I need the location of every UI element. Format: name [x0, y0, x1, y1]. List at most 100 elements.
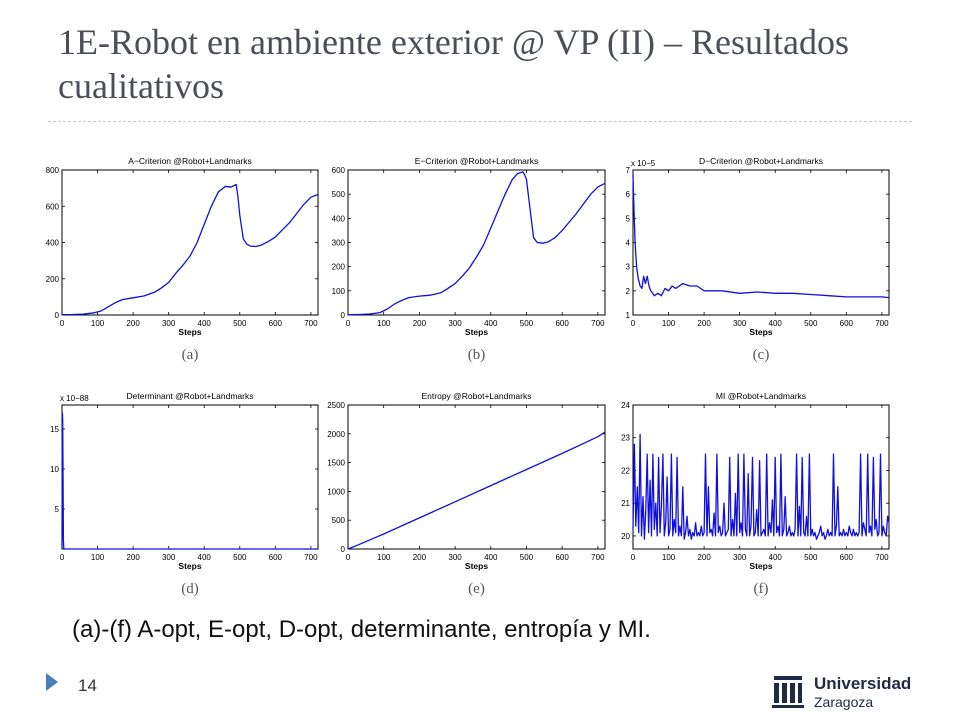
- y-tick-label: 600: [46, 202, 60, 211]
- plot-frame: [632, 169, 890, 316]
- y-tick-label: 200: [332, 263, 346, 272]
- university-emblem-icon: [772, 676, 804, 708]
- x-tick-label: 300: [448, 319, 462, 328]
- chart-panel-5: 0 100 200 300 400 500 600 700 0 500 1000 1500 2000 25…: [327, 391, 606, 597]
- x-tick-label: 600: [269, 319, 283, 328]
- x-tick-label: 100: [91, 319, 105, 328]
- x-tick-label: 100: [662, 553, 676, 562]
- university-logo: Universidad Zaragoza: [770, 672, 920, 716]
- y-tick-label: 100: [332, 287, 346, 296]
- series-line: [61, 412, 318, 550]
- y-tick-label: 600: [332, 166, 346, 175]
- y-tick-label: 5: [626, 214, 631, 223]
- x-tick-label: 400: [198, 319, 212, 328]
- x-tick-label: 0: [60, 553, 65, 562]
- chart-title: Entropy @Robot+Landmarks: [422, 391, 532, 401]
- page-marker-arrow: [46, 673, 58, 691]
- x-tick-label: 0: [631, 553, 636, 562]
- y-tick-label: 20: [621, 532, 630, 541]
- x-tick-label: 100: [91, 553, 105, 562]
- x-tick-label: 200: [126, 319, 140, 328]
- panel-label: (a): [182, 347, 199, 363]
- y-tick-label: 22: [621, 466, 630, 475]
- slide-title: 1E-Robot en ambiente exterior @ VP (II) …: [58, 22, 849, 106]
- chart-title: Determinant @Robot+Landmarks: [127, 391, 254, 401]
- y-tick-label: 300: [332, 239, 346, 248]
- y-tick-label: 1: [626, 311, 631, 320]
- y-tick-label: 1000: [327, 487, 345, 496]
- y-tick-label: 7: [626, 166, 631, 175]
- y-tick-label: 2: [626, 287, 631, 296]
- x-tick-label: 500: [804, 553, 818, 562]
- chart-panel-3: 0 100 200 300 400 500 600 700 1 2 3 4 5 6 7 D−Criterion…: [626, 156, 890, 363]
- y-tick-label: 15: [50, 425, 59, 434]
- y-tick-label: 21: [621, 499, 630, 508]
- x-tick-label: 200: [413, 553, 427, 562]
- x-tick-label: 500: [233, 319, 247, 328]
- x-tick-label: 0: [346, 319, 351, 328]
- x-tick-label: 300: [162, 553, 176, 562]
- x-tick-label: 100: [377, 319, 391, 328]
- y-tick-label: 0: [341, 311, 346, 320]
- chart-panel-6: 0 100 200 300 400 500 600 700 20 21 22 23 24 MI @Robo…: [621, 391, 890, 597]
- y-tick-label: 400: [332, 214, 346, 223]
- x-tick-label: 700: [875, 319, 889, 328]
- series-line: [347, 431, 606, 550]
- chart-title: D−Criterion @Robot+Landmarks: [699, 156, 823, 166]
- x-tick-label: 300: [733, 553, 747, 562]
- panel-label: (f): [754, 581, 769, 597]
- chart-title: E−Criterion @Robot+Landmarks: [415, 156, 538, 166]
- page-number: 14: [78, 676, 97, 695]
- plot-frame: [61, 169, 319, 316]
- series-line: [347, 171, 606, 316]
- figure-caption: (a)-(f) A-opt, E-opt, D-opt, determinant…: [72, 616, 651, 643]
- x-tick-label: 100: [662, 319, 676, 328]
- logo-university-city: Zaragoza: [814, 694, 874, 710]
- y-tick-label: 500: [332, 516, 346, 525]
- x-axis-label: Steps: [749, 327, 772, 337]
- x-tick-label: 400: [198, 553, 212, 562]
- y-tick-label: 10: [50, 465, 59, 474]
- x-tick-label: 700: [591, 319, 605, 328]
- x-tick-label: 300: [162, 319, 176, 328]
- y-tick-label: 200: [46, 275, 60, 284]
- y-tick-label: 1500: [327, 459, 345, 468]
- y-tick-label: 2500: [327, 401, 345, 410]
- y-tick-label: 2000: [327, 430, 345, 439]
- x-tick-label: 0: [346, 553, 351, 562]
- series-line: [632, 433, 890, 540]
- panel-label: (c): [753, 347, 770, 363]
- chart-panel-2: 0 100 200 300 400 500 600 700 0 100 200 300 400 500 60…: [332, 156, 606, 363]
- y-tick-label: 0: [341, 545, 346, 554]
- x-tick-label: 200: [126, 553, 140, 562]
- plot-frame: [347, 169, 606, 316]
- y-tick-label: 3: [626, 263, 631, 272]
- x-axis-label: Steps: [465, 561, 488, 571]
- x-axis-label: Steps: [749, 561, 772, 571]
- x-tick-label: 500: [520, 319, 534, 328]
- x-tick-label: 700: [591, 553, 605, 562]
- x-axis-label: Steps: [465, 327, 488, 337]
- x-tick-label: 700: [875, 553, 889, 562]
- y-tick-label: 6: [626, 190, 631, 199]
- axis-exponent: x 10−5: [631, 159, 656, 168]
- x-tick-label: 500: [233, 553, 247, 562]
- x-tick-label: 300: [448, 553, 462, 562]
- panel-label: (b): [468, 347, 486, 363]
- axis-exponent: x 10−88: [60, 394, 89, 403]
- x-tick-label: 400: [484, 319, 498, 328]
- y-tick-label: 24: [621, 401, 630, 410]
- plot-frame: [347, 404, 606, 550]
- series-line: [632, 174, 890, 299]
- x-tick-label: 400: [484, 553, 498, 562]
- chart-title: MI @Robot+Landmarks: [716, 391, 806, 401]
- y-tick-label: 4: [626, 239, 631, 248]
- chart-panel-4: 0 100 200 300 400 500 600 700 5 10 15 Determinant @…: [50, 391, 319, 597]
- x-tick-label: 200: [413, 319, 427, 328]
- x-tick-label: 0: [631, 319, 636, 328]
- x-tick-label: 600: [269, 553, 283, 562]
- x-tick-label: 400: [769, 553, 783, 562]
- x-axis-label: Steps: [178, 561, 201, 571]
- x-tick-label: 100: [377, 553, 391, 562]
- logo-university-name: Universidad: [814, 674, 912, 693]
